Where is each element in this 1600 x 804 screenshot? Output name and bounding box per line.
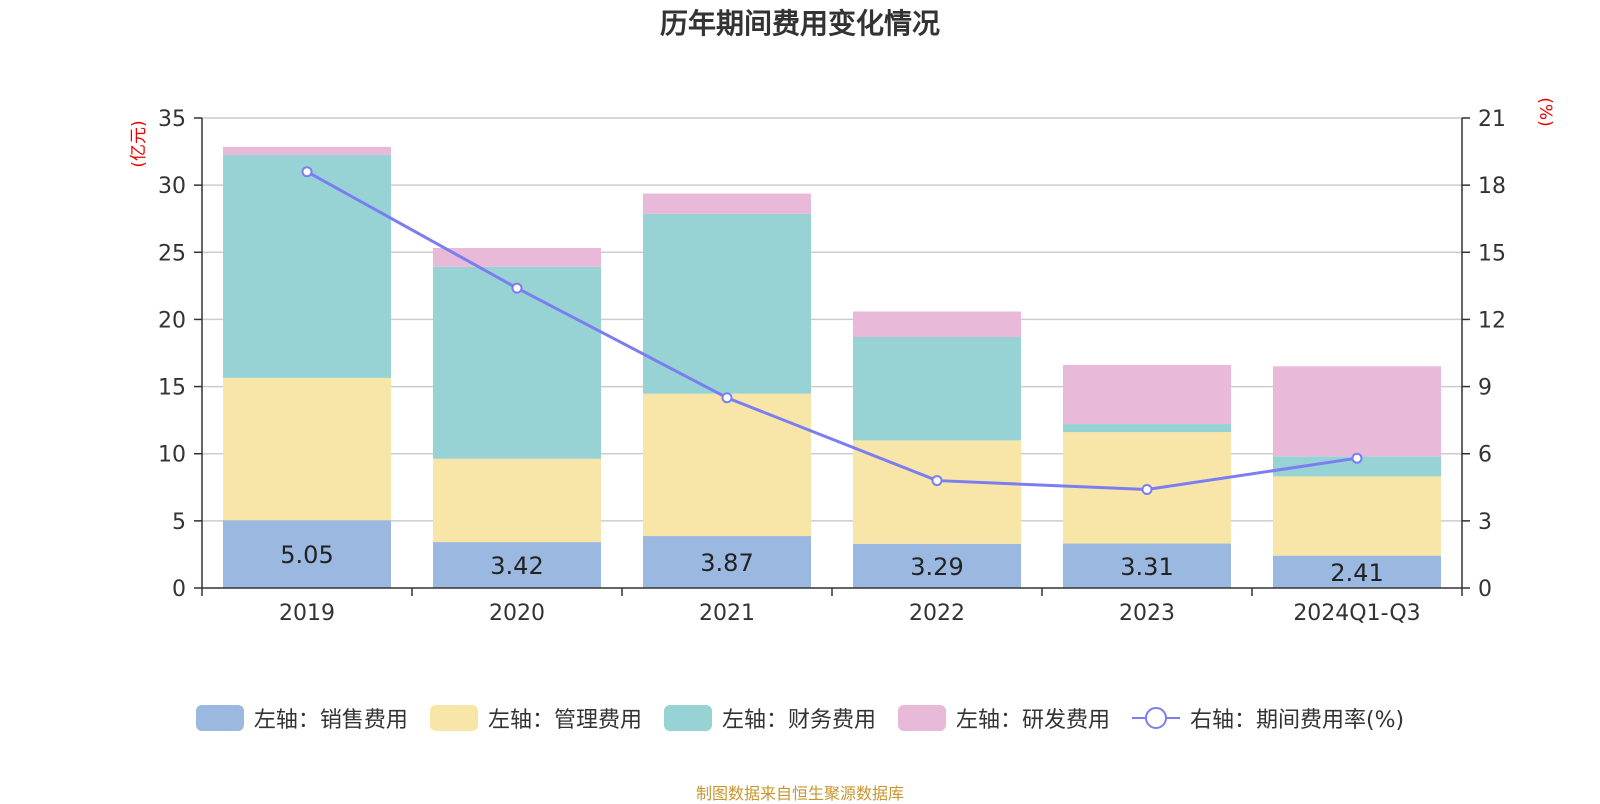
right-tick-label: 12 xyxy=(1478,308,1506,333)
rate-point xyxy=(301,166,313,178)
bar-value-label: 3.31 xyxy=(1120,553,1173,581)
legend-item[interactable]: 左轴：财务费用 xyxy=(663,702,876,734)
bar-segment xyxy=(1273,476,1441,556)
left-tick-label: 5 xyxy=(172,510,186,535)
rate-point xyxy=(721,392,733,404)
legend-label: 左轴：财务费用 xyxy=(721,708,876,733)
left-tick-label: 10 xyxy=(158,443,186,468)
bar-segment xyxy=(1273,555,1441,588)
bar-segment xyxy=(1063,543,1231,588)
bar-value-label: 3.87 xyxy=(700,549,753,577)
legend-label: 左轴：销售费用 xyxy=(253,708,408,733)
grid-lines xyxy=(202,117,1462,522)
legend-item[interactable]: 右轴：期间费用率(%) xyxy=(1131,702,1405,734)
legend: 左轴：销售费用 左轴：管理费用 左轴：财务费用 左轴：研发费用 右轴：期间费用率(%) xyxy=(0,702,1600,734)
bar-segment xyxy=(433,247,601,267)
legend-item[interactable]: 左轴：管理费用 xyxy=(429,702,642,734)
rate-line xyxy=(306,170,1358,492)
bar-value-label: 3.29 xyxy=(910,553,963,581)
bar-segment xyxy=(1273,456,1441,477)
right-tick-label: 0 xyxy=(1478,577,1492,602)
bar-segment xyxy=(853,337,1021,441)
source-note: 制图数据来自恒生聚源数据库 xyxy=(695,784,904,803)
x-tick-label: 2020 xyxy=(489,601,545,626)
legend-swatch xyxy=(897,705,946,731)
x-tick-label: 2024Q1-Q3 xyxy=(1293,601,1420,626)
chart-title: 历年期间费用变化情况 xyxy=(659,7,940,40)
bar-segment xyxy=(1063,424,1231,433)
rate-point xyxy=(1141,484,1153,496)
legend-item[interactable]: 左轴：销售费用 xyxy=(195,702,408,734)
legend-swatch xyxy=(663,705,712,731)
rate-point xyxy=(1351,452,1363,464)
bar-segment xyxy=(433,542,601,588)
legend-line-marker-icon xyxy=(1131,707,1180,729)
bar-segment xyxy=(433,266,601,459)
legend-swatch xyxy=(429,705,478,731)
x-tick-label: 2019 xyxy=(279,601,335,626)
line-layer xyxy=(301,166,1363,496)
bar-segment xyxy=(1273,366,1441,457)
legend-label: 右轴：期间费用率(%) xyxy=(1189,708,1405,733)
bar-segment xyxy=(223,377,391,521)
bar-segment xyxy=(643,193,811,214)
bar-segment xyxy=(853,543,1021,588)
bar-segment xyxy=(223,520,391,588)
bar-segment xyxy=(1063,364,1231,425)
bar-segment xyxy=(223,154,391,378)
x-tick-label: 2023 xyxy=(1119,601,1175,626)
left-tick-label: 15 xyxy=(158,376,186,401)
rate-point xyxy=(931,475,943,487)
bar-value-label: 5.05 xyxy=(280,541,333,569)
legend-label: 左轴：研发费用 xyxy=(955,708,1110,733)
bar-segment xyxy=(643,536,811,588)
rate-point xyxy=(511,282,523,294)
left-tick-label: 35 xyxy=(158,107,186,132)
right-tick-label: 3 xyxy=(1478,510,1492,535)
left-tick-label: 0 xyxy=(172,577,186,602)
axes: 0 5 10 15 20 25 30 35 0 3 6 9 12 15 18 21 2019 2020 2021 20… xyxy=(129,97,1555,626)
bar-layer xyxy=(223,146,1441,588)
right-tick-label: 21 xyxy=(1478,107,1506,132)
right-axis-title: (%) xyxy=(1535,97,1555,126)
bar-segment xyxy=(433,458,601,543)
left-axis-title: (亿元) xyxy=(129,120,149,167)
x-tick-label: 2021 xyxy=(699,601,755,626)
data-labels: 5.05 3.42 3.87 3.29 3.31 2.41 xyxy=(280,541,1383,587)
left-tick-label: 20 xyxy=(158,308,186,333)
legend-label: 左轴：管理费用 xyxy=(487,708,642,733)
right-tick-label: 9 xyxy=(1478,376,1492,401)
bar-segment xyxy=(223,146,391,155)
legend-item[interactable]: 左轴：研发费用 xyxy=(897,702,1110,734)
right-tick-label: 15 xyxy=(1478,241,1506,266)
legend-swatch xyxy=(195,705,244,731)
right-tick-label: 6 xyxy=(1478,443,1492,468)
bar-segment xyxy=(643,213,811,394)
left-tick-label: 30 xyxy=(158,174,186,199)
right-tick-label: 18 xyxy=(1478,174,1506,199)
bar-value-label: 3.42 xyxy=(490,552,543,580)
x-tick-label: 2022 xyxy=(909,601,965,626)
left-tick-label: 25 xyxy=(158,241,186,266)
bar-value-label: 2.41 xyxy=(1330,559,1383,587)
bar-segment xyxy=(853,311,1021,338)
bar-segment xyxy=(643,393,811,537)
